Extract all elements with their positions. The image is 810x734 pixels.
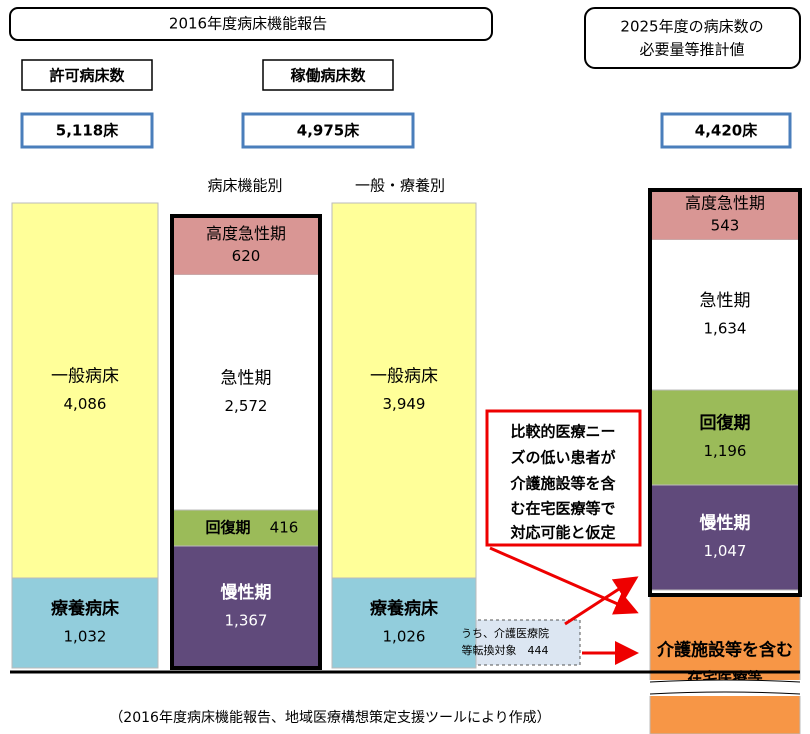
segment-label: 回復期: [700, 413, 751, 434]
segment-label: 慢性期: [221, 582, 272, 603]
segment-value: 1,026: [383, 628, 426, 646]
segment-label: 一般病床: [51, 367, 119, 387]
column-border: [648, 188, 802, 597]
segment-value: 2,572: [225, 397, 268, 415]
segment-value: 3,949: [383, 395, 426, 413]
segment-label: 一般病床: [370, 367, 438, 387]
column-header: 一般・療養別: [355, 177, 445, 195]
title: 2016年度病床機能報告: [169, 15, 327, 33]
total-value: 5,118床: [56, 122, 119, 140]
estimate-title: 必要量等推計値: [639, 41, 744, 59]
segment-value: 4,086: [64, 395, 107, 413]
segment-label: 高度急性期: [206, 224, 286, 243]
footnote: （2016年度病床機能報告、地域医療構想策定支援ツールにより作成）: [109, 709, 550, 726]
segment-label: 急性期: [700, 291, 751, 311]
segment-label: 介護施設等を含む: [656, 640, 793, 661]
note: 比較的医療ニー ズの低い患者が 介護施設等を含 む在宅医療等で 対応可能と仮定: [509, 423, 616, 542]
segment-label: 高度急性期: [685, 194, 765, 213]
segment-value: 620: [232, 247, 261, 265]
note-line: ズの低い患者が: [510, 449, 616, 467]
total-value: 4,420床: [695, 122, 758, 140]
conversion-line: うち、介護医療院: [461, 626, 549, 640]
segment: [11, 202, 159, 579]
segment: [649, 484, 801, 591]
column-header: 病床機能別: [207, 177, 282, 195]
segment: [172, 275, 320, 510]
segment: [649, 594, 801, 734]
note-line: む在宅医療等で: [510, 500, 615, 518]
conversion-line: 等転換対象 444: [462, 643, 549, 657]
segment: [650, 240, 800, 390]
segment-label: 慢性期: [700, 513, 751, 534]
segment-label: 急性期: [221, 369, 272, 389]
break-gap: [648, 680, 802, 696]
segment: [331, 202, 477, 579]
segment-value: 416: [270, 519, 299, 537]
segment-value: 543: [711, 217, 740, 235]
segment: [11, 577, 159, 669]
total-label: 許可病床数: [49, 67, 125, 85]
arrows: [489, 546, 639, 665]
note-line: 対応可能と仮定: [509, 524, 615, 542]
segment-value: 1,634: [704, 320, 747, 338]
segment-label: 回復期: [205, 519, 250, 537]
segment: [331, 577, 477, 669]
segment-value: 1,047: [704, 542, 747, 560]
column-border: [170, 214, 322, 670]
note-line: 介護施設等を含: [509, 475, 616, 493]
segment: [171, 545, 321, 669]
segment: [171, 509, 321, 547]
segment: [649, 389, 801, 486]
segment: [171, 215, 321, 276]
segment-value: 1,367: [225, 612, 268, 630]
segment-value: 1,196: [704, 442, 747, 460]
segment-label: 療養病床: [51, 598, 120, 619]
total-label: 稼働病床数: [290, 67, 366, 85]
break-line: [649, 679, 801, 695]
estimate-title: 2025年度の病床数の: [620, 18, 763, 36]
layout: [9, 7, 801, 666]
note-line: 比較的医療ニー: [510, 423, 615, 441]
segment-value: 1,032: [64, 628, 107, 646]
total-value: 4,975床: [297, 122, 360, 140]
segment-label: 療養病床: [370, 598, 439, 619]
